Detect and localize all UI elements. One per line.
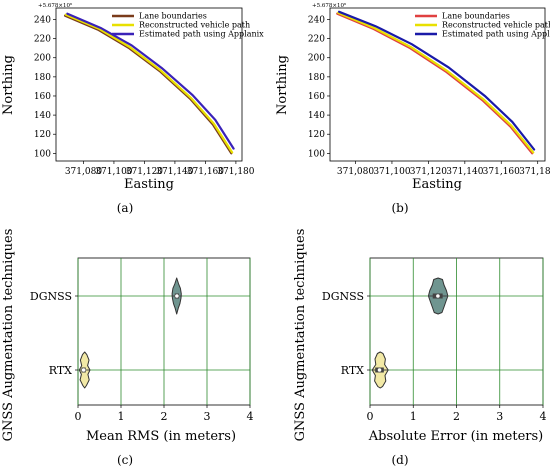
plot-frame <box>55 7 243 162</box>
x-tick-label: 371,120 <box>126 167 163 177</box>
y-tick-label: 240 <box>34 15 51 25</box>
x-tick-label: 371,100 <box>95 167 132 177</box>
legend-label-1: Lane boundaries <box>139 12 207 21</box>
y-axis-label: GNSS Augmentation techniques <box>1 229 16 442</box>
x-axis-label: Mean RMS (in meters) <box>86 429 236 444</box>
x-tick-label: 0 <box>367 410 374 423</box>
legend-label-1: Lane boundaries <box>442 12 510 21</box>
y-tick-label: 160 <box>34 92 51 102</box>
y-tick-label: 140 <box>308 111 325 121</box>
y-tick-label: 220 <box>308 35 325 45</box>
panel-caption: (b) <box>391 201 408 215</box>
x-tick-label: 4 <box>540 410 547 423</box>
x-tick-label: 3 <box>496 410 503 423</box>
legend-label-2: Reconstructed vehicle path <box>442 21 550 30</box>
line-panel-a: 100120140160180200220240371,080371,10037… <box>1 2 264 215</box>
x-tick-label: 371,080 <box>337 167 374 177</box>
violin-median <box>436 294 440 298</box>
y-tick-label: DGNSS <box>322 290 364 303</box>
x-tick-label: 371,160 <box>187 167 224 177</box>
x-tick-label: 371,080 <box>65 167 102 177</box>
y-axis-label: Northing <box>1 55 16 115</box>
x-tick-label: 0 <box>75 410 82 423</box>
y-tick-label: 200 <box>308 54 325 64</box>
x-tick-label: 2 <box>453 410 460 423</box>
series-line-3 <box>66 12 235 150</box>
y-tick-label: 120 <box>34 130 51 140</box>
violin-median <box>377 368 382 372</box>
y-tick-label: 100 <box>34 149 51 159</box>
x-tick-label: 371,120 <box>410 167 447 177</box>
legend-label-2: Reconstructed vehicle path <box>139 21 250 30</box>
x-tick-label: 1 <box>410 410 417 423</box>
series-line-1 <box>63 14 233 155</box>
x-tick-label: 3 <box>204 410 211 423</box>
x-axis-label: Easting <box>412 177 462 192</box>
legend-label-3: Estimated path using Applanix <box>442 30 550 39</box>
y-tick-label: RTX <box>341 364 364 377</box>
x-tick-label: 371,100 <box>373 167 410 177</box>
y-tick-label: 160 <box>308 92 325 102</box>
y-axis-label: Northing <box>275 55 290 115</box>
y-offset-label: +5.678×10⁶ <box>312 2 347 9</box>
y-tick-label: 100 <box>308 149 325 159</box>
panel-caption: (d) <box>391 453 408 467</box>
y-axis-label: GNSS Augmentation techniques <box>293 229 308 442</box>
x-tick-label: 4 <box>247 410 254 423</box>
series-line-2 <box>337 11 535 154</box>
x-tick-label: 371,140 <box>446 167 483 177</box>
violin-median <box>175 294 179 298</box>
panel-caption: (a) <box>117 201 134 215</box>
x-axis-label: Absolute Error (in meters) <box>368 429 544 444</box>
y-tick-label: 120 <box>308 130 325 140</box>
x-tick-label: 371,180 <box>519 167 550 177</box>
y-tick-label: 140 <box>34 111 51 121</box>
y-tick-label: 180 <box>308 73 325 83</box>
x-tick-label: 1 <box>118 410 125 423</box>
x-tick-label: 2 <box>161 410 168 423</box>
y-tick-label: 200 <box>34 54 51 64</box>
series-line-1 <box>336 12 534 155</box>
violin-panel-c: 0 1 2 3 4 DGNSS RTX Mean RMS (in meters) GNSS Au… <box>1 229 254 467</box>
x-tick-label: 371,180 <box>217 167 254 177</box>
y-tick-label: 240 <box>308 15 325 25</box>
panel-caption: (c) <box>117 453 133 467</box>
x-tick-label: 371,160 <box>483 167 520 177</box>
violin-median <box>81 368 86 372</box>
plot-frame <box>329 7 546 162</box>
y-tick-label: DGNSS <box>30 290 72 303</box>
series-line-3 <box>338 10 536 151</box>
x-tick-label: 371,140 <box>156 167 193 177</box>
y-tick-label: 220 <box>34 35 51 45</box>
y-offset-label: +5.678×10⁶ <box>38 2 73 9</box>
series-line-2 <box>64 13 234 154</box>
y-tick-label: 180 <box>34 73 51 83</box>
x-axis-label: Easting <box>124 177 174 192</box>
violin-panel-d: 0 1 2 3 4 DGNSS RTX Absolute Error (in meters) G… <box>293 229 547 467</box>
y-tick-label: RTX <box>49 364 72 377</box>
legend-label-3: Estimated path using Applanix <box>139 30 264 39</box>
